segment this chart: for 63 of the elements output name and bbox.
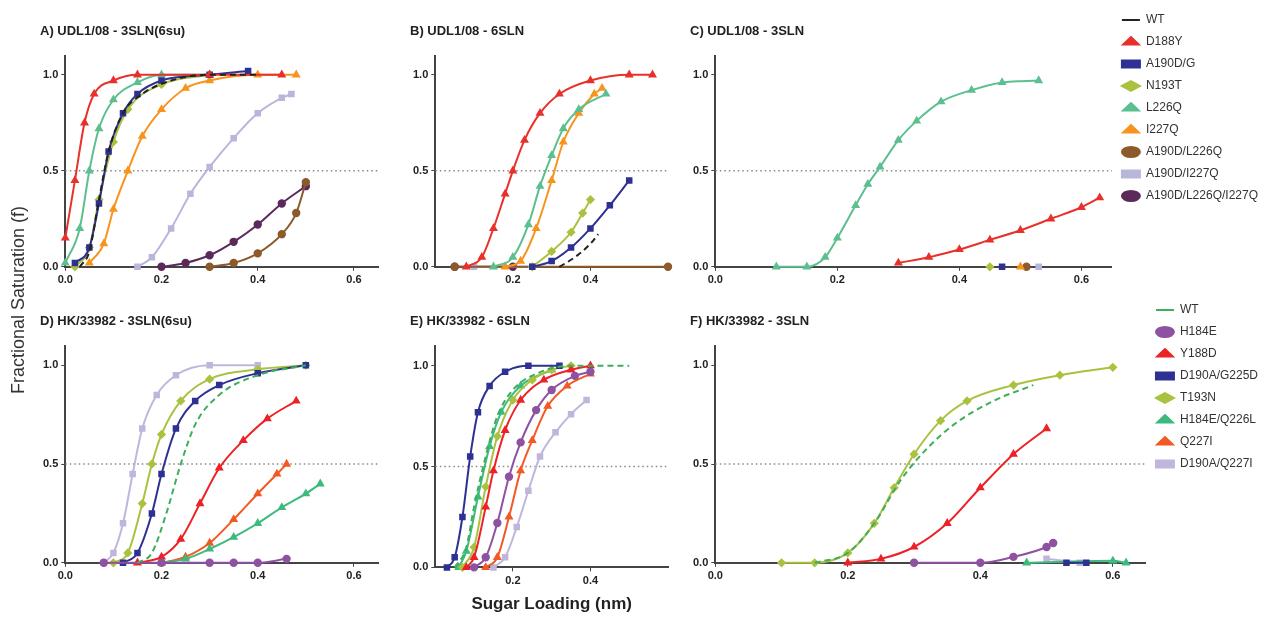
legend-label: Q227I <box>1179 434 1213 449</box>
y-tick-label: 0.0 <box>692 259 709 272</box>
legend-label: A190D/L226Q <box>1145 144 1222 159</box>
x-tick-label: 0.0 <box>57 273 73 286</box>
x-tick-label: 0.4 <box>250 569 267 582</box>
x-tick-label: 0.6 <box>1073 273 1090 286</box>
y-tick-label: 0.5 <box>692 457 709 470</box>
legend-label: H184E/Q226L <box>1179 412 1257 427</box>
x-tick-label: 0.2 <box>505 574 521 587</box>
legend-label: A190D/I227Q <box>1145 166 1219 181</box>
x-tick-label: 0.4 <box>582 273 599 286</box>
x-tick-label: 0.6 <box>1105 569 1121 582</box>
y-tick-label: 0.5 <box>412 459 429 472</box>
x-axis-title: Sugar Loading (nm) <box>471 594 632 614</box>
y-tick-label: 1.0 <box>412 67 429 80</box>
chart-title: E) HK/33982 - 6SLN <box>410 313 530 329</box>
y-tick-label: 1.0 <box>412 358 429 371</box>
legend-label: D190A/Q227I <box>1179 456 1253 471</box>
x-tick-label: 0.4 <box>972 569 989 582</box>
legend-label: N193T <box>1145 78 1183 93</box>
x-tick-label: 0.2 <box>840 569 856 582</box>
legend-label: WT <box>1145 12 1166 27</box>
x-tick-label: 0.6 <box>346 273 362 286</box>
legend-label: T193N <box>1179 390 1216 405</box>
chart-title: F) HK/33982 - 3SLN <box>690 313 810 329</box>
legend-label: WT <box>1179 302 1200 317</box>
legend-label: I227Q <box>1145 122 1179 137</box>
y-tick-label: 0.0 <box>42 259 59 272</box>
legend-label: A190D/L226Q/I227Q <box>1145 188 1258 203</box>
y-tick-label: 1.0 <box>692 358 709 371</box>
y-tick-label: 0.5 <box>42 457 59 470</box>
legend-label: H184E <box>1179 324 1217 339</box>
x-tick-label: 0.0 <box>57 569 73 582</box>
legend-label: D188Y <box>1145 34 1183 49</box>
legend-label: A190D/G <box>1145 56 1196 71</box>
y-tick-label: 0.0 <box>412 259 429 272</box>
x-tick-label: 0.2 <box>829 273 845 286</box>
legend-label: Y188D <box>1179 346 1217 361</box>
y-axis-title: Fractional Saturation (f) <box>7 205 29 395</box>
y-tick-label: 0.0 <box>412 560 429 573</box>
chart-title: C) UDL1/08 - 3SLN <box>690 23 805 39</box>
chart-title: D) HK/33982 - 3SLN(6su) <box>40 313 192 329</box>
x-tick-label: 0.2 <box>153 569 170 582</box>
x-tick-label: 0.4 <box>582 574 599 587</box>
x-tick-label: 0.2 <box>505 273 521 286</box>
x-tick-label: 0.0 <box>707 569 723 582</box>
x-tick-label: 0.4 <box>250 273 267 286</box>
y-tick-label: 0.0 <box>42 555 59 568</box>
x-tick-label: 0.2 <box>153 273 170 286</box>
x-tick-label: 0.0 <box>707 273 723 286</box>
chart-title: A) UDL1/08 - 3SLN(6su) <box>40 23 186 39</box>
y-tick-label: 0.0 <box>692 555 709 568</box>
y-tick-label: 1.0 <box>692 67 709 80</box>
chart-title: B) UDL1/08 - 6SLN <box>410 23 525 39</box>
legend-label: D190A/G225D <box>1179 368 1259 383</box>
x-tick-label: 0.6 <box>346 569 362 582</box>
y-tick-label: 0.5 <box>412 163 429 176</box>
x-tick-label: 0.4 <box>951 273 968 286</box>
y-tick-label: 1.0 <box>42 358 59 371</box>
y-tick-label: 0.5 <box>42 163 59 176</box>
y-tick-label: 0.5 <box>692 163 709 176</box>
y-tick-label: 1.0 <box>42 67 59 80</box>
legend-label: L226Q <box>1145 100 1182 115</box>
